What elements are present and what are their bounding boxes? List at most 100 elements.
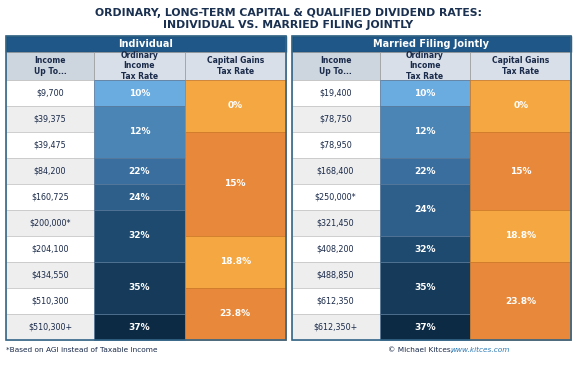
Text: $78,750: $78,750 (319, 114, 352, 123)
Text: $612,350: $612,350 (317, 297, 354, 306)
Text: $200,000*: $200,000* (29, 219, 71, 228)
Bar (291, 106, 380, 132)
Bar (470, 262, 571, 340)
Text: $321,450: $321,450 (317, 219, 354, 228)
Text: 23.8%: 23.8% (505, 297, 536, 306)
Text: 10%: 10% (414, 88, 436, 98)
Bar (291, 80, 380, 106)
Text: 24%: 24% (414, 206, 436, 214)
Bar (6, 314, 94, 340)
Bar (470, 210, 571, 262)
Text: $39,475: $39,475 (33, 141, 66, 150)
Bar (470, 52, 571, 80)
Text: $84,200: $84,200 (34, 166, 66, 176)
Text: 10%: 10% (129, 88, 150, 98)
Bar (6, 288, 94, 314)
Bar (470, 132, 571, 210)
Text: 35%: 35% (129, 284, 150, 292)
Bar (6, 262, 94, 288)
Bar (380, 314, 470, 340)
Bar (380, 52, 470, 80)
Text: Ordinary
Income
Tax Rate: Ordinary Income Tax Rate (121, 51, 159, 81)
Text: 15%: 15% (510, 166, 531, 176)
Text: Married Filing Jointly: Married Filing Jointly (373, 39, 489, 49)
Bar (380, 184, 470, 236)
Bar (6, 36, 286, 52)
Text: *Based on AGI instead of Taxable Income: *Based on AGI instead of Taxable Income (6, 347, 158, 353)
Bar (185, 132, 286, 236)
Text: $510,300: $510,300 (31, 297, 69, 306)
Text: 0%: 0% (513, 102, 529, 111)
Text: $78,950: $78,950 (319, 141, 352, 150)
Bar (291, 158, 380, 184)
Text: 18.8%: 18.8% (220, 258, 251, 267)
Bar (6, 106, 94, 132)
Text: $250,000*: $250,000* (314, 192, 357, 201)
Text: 23.8%: 23.8% (220, 309, 251, 318)
Text: Income
Up To...: Income Up To... (33, 56, 66, 76)
Bar (6, 36, 286, 340)
Text: Capital Gains
Tax Rate: Capital Gains Tax Rate (207, 56, 264, 76)
Bar (380, 262, 470, 314)
Text: 0%: 0% (228, 102, 243, 111)
Bar (380, 158, 470, 184)
Bar (185, 236, 286, 288)
Bar (6, 236, 94, 262)
Text: 32%: 32% (414, 244, 436, 254)
Text: $39,375: $39,375 (33, 114, 66, 123)
Bar (6, 210, 94, 236)
Text: ORDINARY, LONG-TERM CAPITAL & QUALIFIED DIVIDEND RATES:: ORDINARY, LONG-TERM CAPITAL & QUALIFIED … (95, 8, 482, 18)
Text: INDIVIDUAL VS. MARRIED FILING JOINTLY: INDIVIDUAL VS. MARRIED FILING JOINTLY (163, 20, 414, 30)
Text: 24%: 24% (129, 192, 150, 201)
Text: 32%: 32% (129, 231, 150, 240)
Bar (291, 184, 380, 210)
Bar (94, 184, 185, 210)
Text: 12%: 12% (129, 128, 150, 136)
Bar (6, 52, 94, 80)
Bar (185, 52, 286, 80)
Text: 22%: 22% (414, 166, 436, 176)
Text: 15%: 15% (224, 180, 246, 189)
Bar (94, 80, 185, 106)
Text: Income
Up To...: Income Up To... (319, 56, 352, 76)
Text: 37%: 37% (129, 322, 150, 332)
Bar (470, 80, 571, 132)
Bar (291, 236, 380, 262)
Bar (291, 132, 380, 158)
Bar (6, 132, 94, 158)
Bar (94, 106, 185, 158)
Bar (6, 184, 94, 210)
Bar (94, 158, 185, 184)
Text: Individual: Individual (118, 39, 173, 49)
Bar (94, 52, 185, 80)
Bar (6, 158, 94, 184)
Bar (185, 288, 286, 340)
Text: 37%: 37% (414, 322, 436, 332)
Text: 35%: 35% (414, 284, 436, 292)
Text: 18.8%: 18.8% (505, 231, 536, 240)
Bar (291, 210, 380, 236)
Text: © Michael Kitces,: © Michael Kitces, (388, 346, 455, 353)
Bar (94, 314, 185, 340)
Bar (380, 106, 470, 158)
Text: $612,350+: $612,350+ (313, 322, 358, 332)
Bar (94, 210, 185, 262)
Bar (291, 288, 380, 314)
Text: $160,725: $160,725 (31, 192, 69, 201)
Bar (94, 262, 185, 314)
Text: $9,700: $9,700 (36, 88, 64, 98)
Bar (291, 36, 571, 340)
Text: Capital Gains
Tax Rate: Capital Gains Tax Rate (492, 56, 549, 76)
Bar (291, 314, 380, 340)
Bar (6, 80, 94, 106)
Bar (380, 80, 470, 106)
Text: 22%: 22% (129, 166, 150, 176)
Text: $168,400: $168,400 (317, 166, 354, 176)
Bar (291, 52, 380, 80)
Bar (185, 80, 286, 132)
Text: $434,550: $434,550 (31, 270, 69, 279)
Text: 12%: 12% (414, 128, 436, 136)
Bar (380, 236, 470, 262)
Text: www.kitces.com: www.kitces.com (450, 347, 509, 353)
Text: $510,300+: $510,300+ (28, 322, 72, 332)
